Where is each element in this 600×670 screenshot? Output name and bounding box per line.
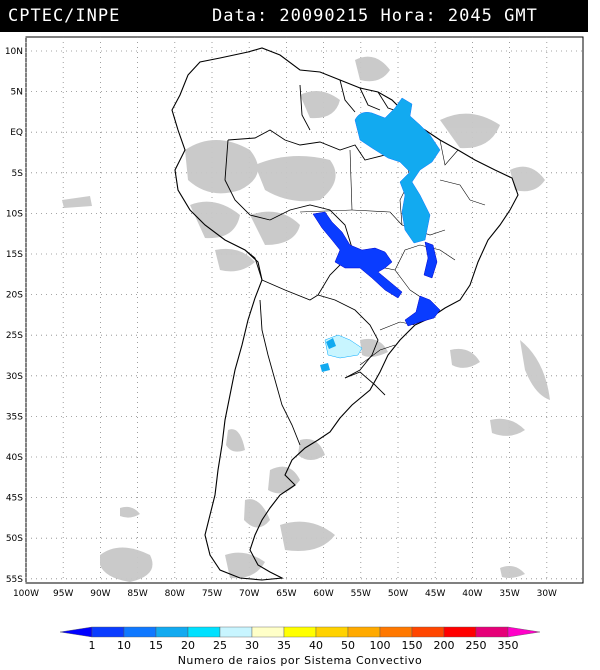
colorbar-swatch [283,626,317,638]
source-label: CPTEC/INPE [8,6,121,26]
colorbar-label: 30 [245,639,259,652]
longitude-label: 85W [127,589,147,599]
colorbar-swatch [475,626,509,638]
colorbar-swatch [123,626,157,638]
colorbar-label: 250 [466,639,487,652]
longitude-label: 65W [276,589,296,599]
latitude-label: EQ [10,128,23,138]
lightning-map: 10N5NEQ5S10S15S20S25S30S35S40S45S50S55S … [5,36,584,599]
latitude-label: 25S [6,331,23,341]
colorbar-swatch [379,626,413,638]
colorbar-swatch [219,626,253,638]
colorbar-label: 15 [149,639,163,652]
east-brazil-cluster [423,241,438,279]
latitude-labels: 10N 5N EQ 5S 10S 15S 20S 25S 30S 35S 40S 45S 50S 55S [5,47,23,585]
uruguay-spot [320,363,330,372]
longitude-label: 90W [90,589,110,599]
colorbar-label: 50 [341,639,355,652]
longitude-label: 40W [462,589,482,599]
colorbar-swatch [187,626,221,638]
colorbar-swatch [411,626,445,638]
latitude-label: 5S [12,169,24,179]
colorbar-swatch [347,626,381,638]
colorbar-label: 25 [213,639,227,652]
longitude-label: 35W [499,589,519,599]
lightning-clusters [312,97,441,372]
colorbar-swatch [443,626,477,638]
latitude-label: 50S [6,534,23,544]
latitude-label: 10S [6,209,23,219]
latitude-label: 55S [6,575,23,585]
colorbar-swatch [315,626,349,638]
colorbar-label: 40 [309,639,323,652]
colorbar-swatch [91,626,125,638]
latitude-label: 5N [11,88,23,98]
colorbar-label: 1 [89,639,96,652]
colorbar-label: 35 [277,639,291,652]
colorbar-label: 100 [370,639,391,652]
colorbar-label: 200 [434,639,455,652]
longitude-label: 100W [13,589,39,599]
colorbar-label: 20 [181,639,195,652]
latitude-label: 35S [6,412,23,422]
longitude-label: 30W [537,589,557,599]
datetime-label: Data: 20090215 Hora: 2045 GMT [212,6,538,26]
colorbar-label: 150 [402,639,423,652]
longitude-label: 45W [425,589,445,599]
colorbar-title: Numero de raios por Sistema Convectivo [177,654,423,667]
country-borders [224,79,406,446]
colorbar-labels: 1 10 15 20 25 30 35 40 50 100 150 200 250 350 [89,639,519,652]
central-brazil-cluster [312,211,403,299]
longitude-label: 60W [313,589,333,599]
latitude-label: 45S [6,494,23,504]
longitude-label: 80W [165,589,185,599]
longitude-label: 75W [202,589,222,599]
southeast-cluster [404,295,441,327]
longitude-label: 55W [351,589,371,599]
north-amazon-cluster [354,97,441,244]
latitude-label: 10N [5,47,23,57]
colorbar-swatch [59,626,93,638]
colorbar-swatch [251,626,285,638]
latitude-label: 30S [6,372,23,382]
colorbar-swatch [155,626,189,638]
longitude-label: 50W [388,589,408,599]
title-bar: CPTEC/INPE Data: 20090215 Hora: 2045 GMT [0,0,588,32]
colorbar: 1 10 15 20 25 30 35 40 50 100 150 200 250 350 [59,626,541,652]
longitude-label: 70W [239,589,259,599]
colorbar-boxes [59,626,541,638]
latitude-label: 15S [6,250,23,260]
colorbar-label: 10 [117,639,131,652]
colorbar-swatch [507,626,541,638]
paraguay-core [326,338,336,349]
longitude-label: 95W [53,589,73,599]
paraguay-cluster [324,334,363,359]
longitude-labels: 100W 95W 90W 85W 80W 75W 70W 65W 60W 55W 50W 45W 40W… [13,589,557,599]
latitude-label: 20S [6,291,23,301]
latitude-label: 40S [6,453,23,463]
colorbar-label: 350 [498,639,519,652]
